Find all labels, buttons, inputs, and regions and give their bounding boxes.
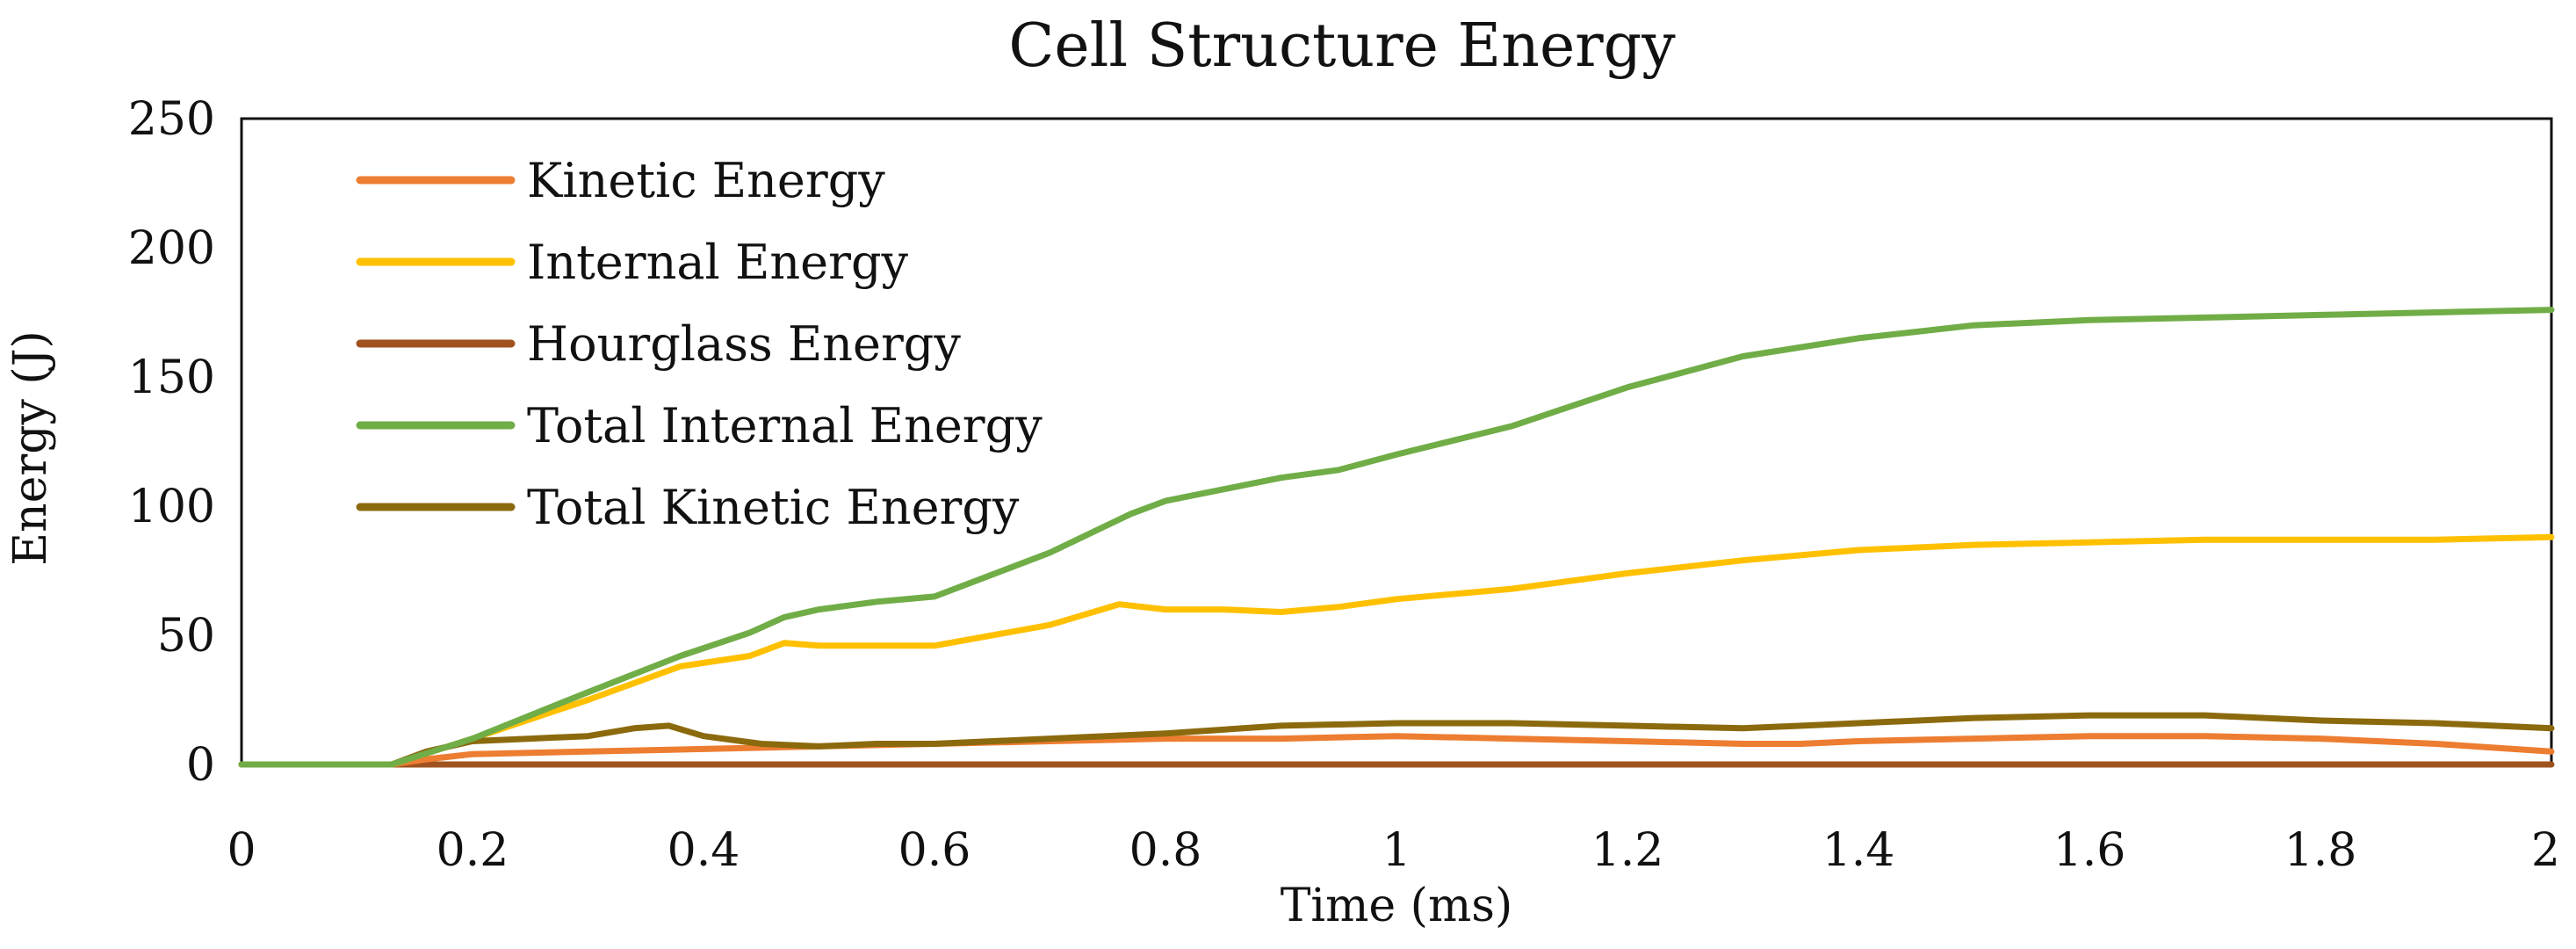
legend-label-internal-energy: Internal Energy xyxy=(527,235,909,290)
x-axis-label: Time (ms) xyxy=(1281,880,1513,932)
x-tick-label: 1.2 xyxy=(1591,824,1664,877)
series-line-total-kinetic-energy xyxy=(238,712,2555,768)
y-tick-label: 0 xyxy=(186,739,215,792)
legend-label-total-kinetic-energy: Total Kinetic Energy xyxy=(527,480,1020,535)
x-tick-label: 0.6 xyxy=(898,824,971,877)
x-tick-label: 0 xyxy=(227,824,256,877)
y-tick-label: 250 xyxy=(128,93,215,146)
x-tick-label: 1.4 xyxy=(1822,824,1895,877)
chart-title: Cell Structure Energy xyxy=(1008,11,1676,81)
series-lines xyxy=(238,307,2555,768)
legend-label-hourglass-energy: Hourglass Energy xyxy=(527,316,961,372)
x-tick-label: 0.8 xyxy=(1129,824,1202,877)
y-tick-label: 50 xyxy=(157,610,215,663)
legend: Kinetic Energy Internal Energy Hourglass E… xyxy=(356,153,1043,535)
series-line-internal-energy xyxy=(238,533,2555,768)
y-axis-ticks: 0 50 100 150 200 250 xyxy=(128,93,215,792)
x-tick-label: 2 xyxy=(2531,824,2560,877)
x-tick-label: 1.6 xyxy=(2053,824,2126,877)
y-tick-label: 200 xyxy=(128,222,215,275)
y-tick-label: 150 xyxy=(128,351,215,404)
legend-label-kinetic-energy: Kinetic Energy xyxy=(527,153,885,208)
series-line-total-internal-energy xyxy=(238,307,2555,768)
x-tick-label: 0.2 xyxy=(437,824,509,877)
series-line-kinetic-energy xyxy=(238,733,2555,768)
y-axis-label: Energy (J) xyxy=(4,330,57,566)
x-tick-label: 0.4 xyxy=(667,824,740,877)
x-axis-ticks: 0 0.2 0.4 0.6 0.8 1 1.2 1.4 1.6 1.8 2 xyxy=(227,824,2560,877)
y-tick-label: 100 xyxy=(128,481,215,533)
legend-label-total-internal-energy: Total Internal Energy xyxy=(527,398,1043,453)
x-tick-label: 1 xyxy=(1382,824,1411,877)
x-tick-label: 1.8 xyxy=(2284,824,2357,877)
